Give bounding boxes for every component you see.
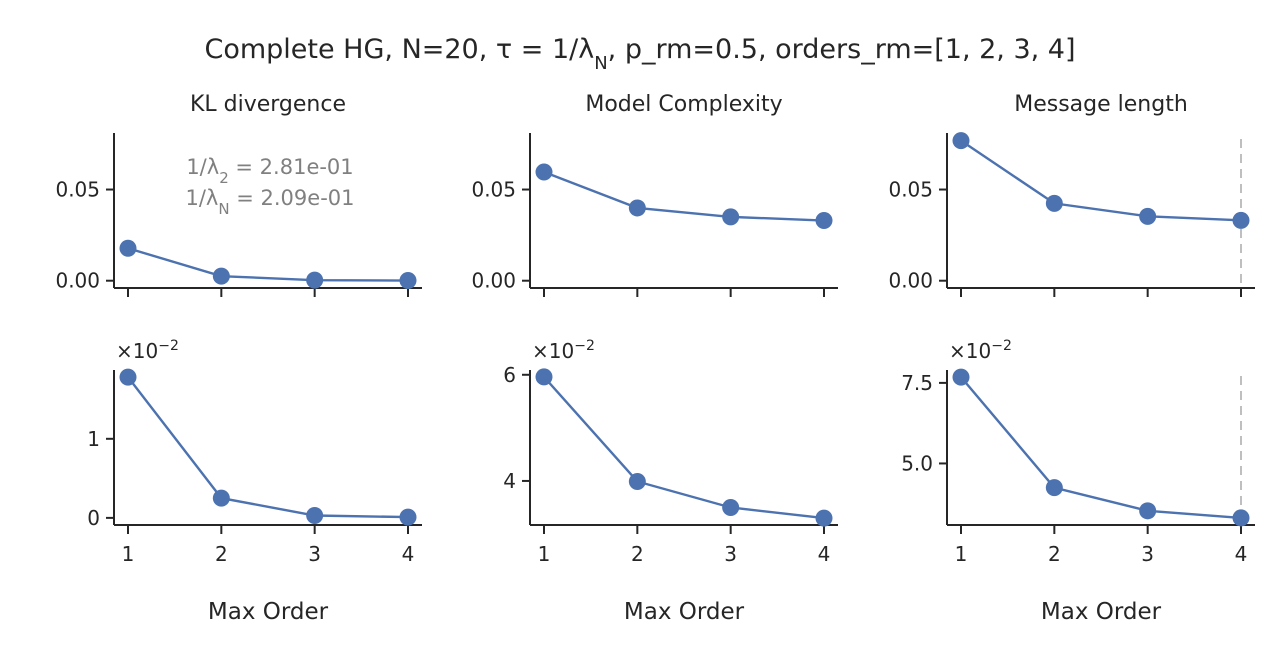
figure-title: Complete HG, N=20, τ = 1/λN, p_rm=0.5, o… (204, 34, 1075, 74)
x-tick-label: 3 (724, 542, 737, 566)
annotation-value: = 2.81e-01 (229, 155, 354, 179)
data-point (306, 271, 324, 289)
multiplier-base: ×10 (532, 339, 574, 363)
x-tick-label: 1 (122, 542, 135, 566)
series-line (960, 139, 1242, 222)
x-tick-label: 2 (1048, 542, 1061, 566)
x-axis-label: Max Order (624, 599, 745, 625)
axis-scale-multiplier: ×10−2 (116, 338, 179, 363)
annotation-subscript: N (218, 200, 229, 218)
data-point (535, 368, 553, 386)
x-tick-label: 4 (1235, 542, 1248, 566)
data-point (1139, 502, 1157, 520)
multiplier-base: ×10 (116, 339, 158, 363)
x-tick-label: 1 (538, 542, 551, 566)
axis-scale-multiplier: ×10−2 (949, 338, 1012, 363)
data-point (628, 199, 646, 217)
x-tick-label: 4 (818, 542, 831, 566)
series-line (543, 376, 825, 520)
data-point (212, 489, 230, 507)
annotation-line-1: 1/λ2 = 2.81e-01 (186, 155, 353, 187)
panel-title: KL divergence (190, 92, 346, 117)
multiplier-exponent: −2 (158, 338, 179, 354)
multiplier-exponent: −2 (991, 338, 1012, 354)
data-point (952, 368, 970, 386)
y-tick-label: 7.5 (901, 371, 933, 395)
annotation-value: = 2.09e-01 (230, 186, 355, 210)
data-point (1232, 211, 1250, 229)
multiplier-base: ×10 (949, 339, 991, 363)
x-tick-label: 2 (631, 542, 644, 566)
data-point (119, 239, 137, 257)
data-point (535, 163, 553, 181)
data-point (1139, 207, 1157, 225)
data-point (952, 132, 970, 150)
y-tick-label: 0 (87, 506, 100, 530)
panel-top-right: Message length 0.00 0.05 (888, 92, 1255, 297)
series-line (960, 376, 1242, 520)
x-tick-label: 3 (1141, 542, 1154, 566)
data-point (722, 208, 740, 226)
data-point (1045, 479, 1063, 497)
annotation-line-2: 1/λN = 2.09e-01 (185, 186, 354, 218)
eigenvalue-annotation: 1/λ2 = 2.81e-011/λN = 2.09e-01 (185, 155, 354, 218)
y-tick-label: 0.00 (471, 269, 516, 293)
series-line (127, 247, 409, 282)
data-point (815, 212, 833, 230)
data-point (399, 508, 417, 526)
series-line (543, 170, 825, 222)
panel-top-middle: Model Complexity 0.00 0.05 (471, 92, 838, 297)
data-point (815, 509, 833, 527)
y-tick-label: 6 (503, 363, 516, 387)
y-tick-label: 0.00 (55, 269, 100, 293)
data-point (1045, 194, 1063, 212)
panel-title: Message length (1014, 92, 1188, 117)
annotation-symbol: 1/λ (185, 186, 218, 210)
annotation-subscript: 2 (219, 169, 229, 187)
data-point (399, 272, 417, 290)
axis-scale-multiplier: ×10−2 (532, 338, 595, 363)
x-tick-label: 1 (955, 542, 968, 566)
y-tick-label: 0.05 (471, 178, 516, 202)
x-axis-label: Max Order (208, 599, 329, 625)
y-tick-label: 1 (87, 427, 100, 451)
panel-bottom-middle: 4 6 1 2 3 4 Max Order ×10−2 (503, 338, 838, 625)
panel-bottom-right: 5.0 7.5 1 2 3 4 Max Order ×10−2 (901, 338, 1255, 625)
x-axis-label: Max Order (1041, 599, 1162, 625)
data-point (119, 368, 137, 386)
series-line (127, 376, 409, 519)
data-point (722, 498, 740, 516)
y-tick-label: 4 (503, 469, 516, 493)
x-tick-label: 4 (402, 542, 415, 566)
data-point (306, 507, 324, 525)
panel-title: Model Complexity (585, 92, 782, 117)
data-point (1232, 509, 1250, 527)
y-tick-label: 0.00 (888, 269, 933, 293)
multiplier-exponent: −2 (574, 338, 595, 354)
data-point (628, 472, 646, 490)
panel-top-left: KL divergence 0.00 0.05 (55, 92, 422, 297)
y-tick-label: 0.05 (55, 178, 100, 202)
x-tick-label: 3 (308, 542, 321, 566)
annotation-symbol: 1/λ (186, 155, 219, 179)
y-tick-label: 0.05 (888, 178, 933, 202)
x-tick-label: 2 (215, 542, 228, 566)
y-tick-label: 5.0 (901, 451, 933, 475)
data-point (212, 267, 230, 285)
